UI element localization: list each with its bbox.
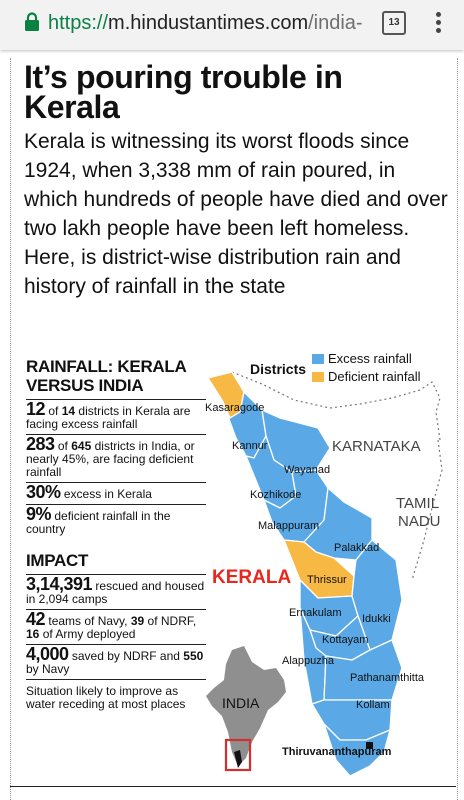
stat-deficient-districts: 283 of 645 districts in India, or nearly… <box>26 435 206 483</box>
url-scheme: https:// <box>48 12 109 34</box>
label-thrissur: Thrissur <box>307 574 347 586</box>
karnataka-border <box>231 371 441 441</box>
url-host: m.hindustantimes.com <box>108 12 309 34</box>
label-wayanad: Wayanad <box>284 464 330 476</box>
label-ernakulam: Ernakulam <box>289 607 342 619</box>
legend-title: Districts <box>250 361 307 377</box>
label-kottayam: Kottayam <box>322 634 368 646</box>
label-malappuram: Malappuram <box>258 520 319 532</box>
impact-rescued: 3,14,391 rescued and housed in 2,094 cam… <box>26 574 206 610</box>
address-bar[interactable]: https://m.hindustantimes.com/india- <box>48 10 368 36</box>
impact-saved: 4,000 saved by NDRF and 550 by Navy <box>26 645 206 680</box>
impact-section-title: IMPACT <box>26 551 89 570</box>
label-thiruvananthapuram: Thiruvananthapuram <box>282 746 392 758</box>
legend-deficient: Deficient rainfall <box>312 370 421 384</box>
district-thiruvananthapuram <box>323 723 391 777</box>
stats-column: RAINFALL: KERALA VERSUS INDIA 12 of 14 d… <box>26 357 206 714</box>
legend-excess-swatch <box>312 354 324 364</box>
label-karnataka: KARNATAKA <box>332 438 421 455</box>
label-tamil: TAMIL <box>396 495 439 512</box>
more-vert-icon[interactable] <box>428 10 448 38</box>
label-palakkad: Palakkad <box>334 542 379 554</box>
legend-deficient-swatch <box>312 372 324 382</box>
locator-kerala <box>234 750 242 768</box>
headline-line-2: Kerala <box>24 89 120 125</box>
label-kasaragode: Kasaragode <box>205 402 264 414</box>
label-kollam: Kollam <box>356 699 390 711</box>
india-locator <box>206 646 286 772</box>
bottom-divider <box>10 786 456 787</box>
legend-excess: Excess rainfall <box>312 352 412 366</box>
stat-india-deficient: 9% deficient rainfall in the country <box>26 504 171 536</box>
lock-icon <box>25 12 39 31</box>
browser-toolbar: https://m.hindustantimes.com/india- 13 <box>0 0 464 50</box>
label-pathanamthitta: Pathanamthitta <box>350 672 425 684</box>
capital-marker-icon <box>366 742 373 749</box>
headline-line-1: It’s pouring trouble in <box>24 59 343 95</box>
tab-switcher-button[interactable]: 13 <box>382 11 406 35</box>
rainfall-section-title: RAINFALL: KERALA VERSUS INDIA <box>26 357 187 395</box>
kerala-district-map: KARNATAKA TAMIL NADU KERALA INDIA Kasara… <box>205 371 443 777</box>
locator-box <box>224 738 252 772</box>
article-intro: Kerala is witnessing its worst floods si… <box>24 130 448 298</box>
label-india: INDIA <box>222 695 260 711</box>
article-headline: It’s pouring trouble in Kerala <box>24 59 444 125</box>
label-nadu: NADU <box>398 513 441 530</box>
article-frame <box>10 58 458 800</box>
label-kozhikode: Kozhikode <box>250 489 301 501</box>
india-outline <box>206 646 286 766</box>
label-idukki: Idukki <box>362 613 391 625</box>
url-path: /india- <box>308 12 363 34</box>
label-kerala: KERALA <box>212 567 291 588</box>
label-kannur: Kannur <box>232 440 268 452</box>
impact-note: Situation likely to improve as water rec… <box>26 684 186 711</box>
impact-teams: 42 teams of Navy, 39 of NDRF, 16 of Army… <box>26 610 206 645</box>
label-alappuzha: Alappuzha <box>282 655 335 667</box>
stat-kerala-excess: 30% excess in Kerala <box>26 483 206 505</box>
tamil-nadu-border <box>411 439 443 581</box>
stat-excess-districts: 12 of 14 districts in Kerala are facing … <box>26 399 206 435</box>
